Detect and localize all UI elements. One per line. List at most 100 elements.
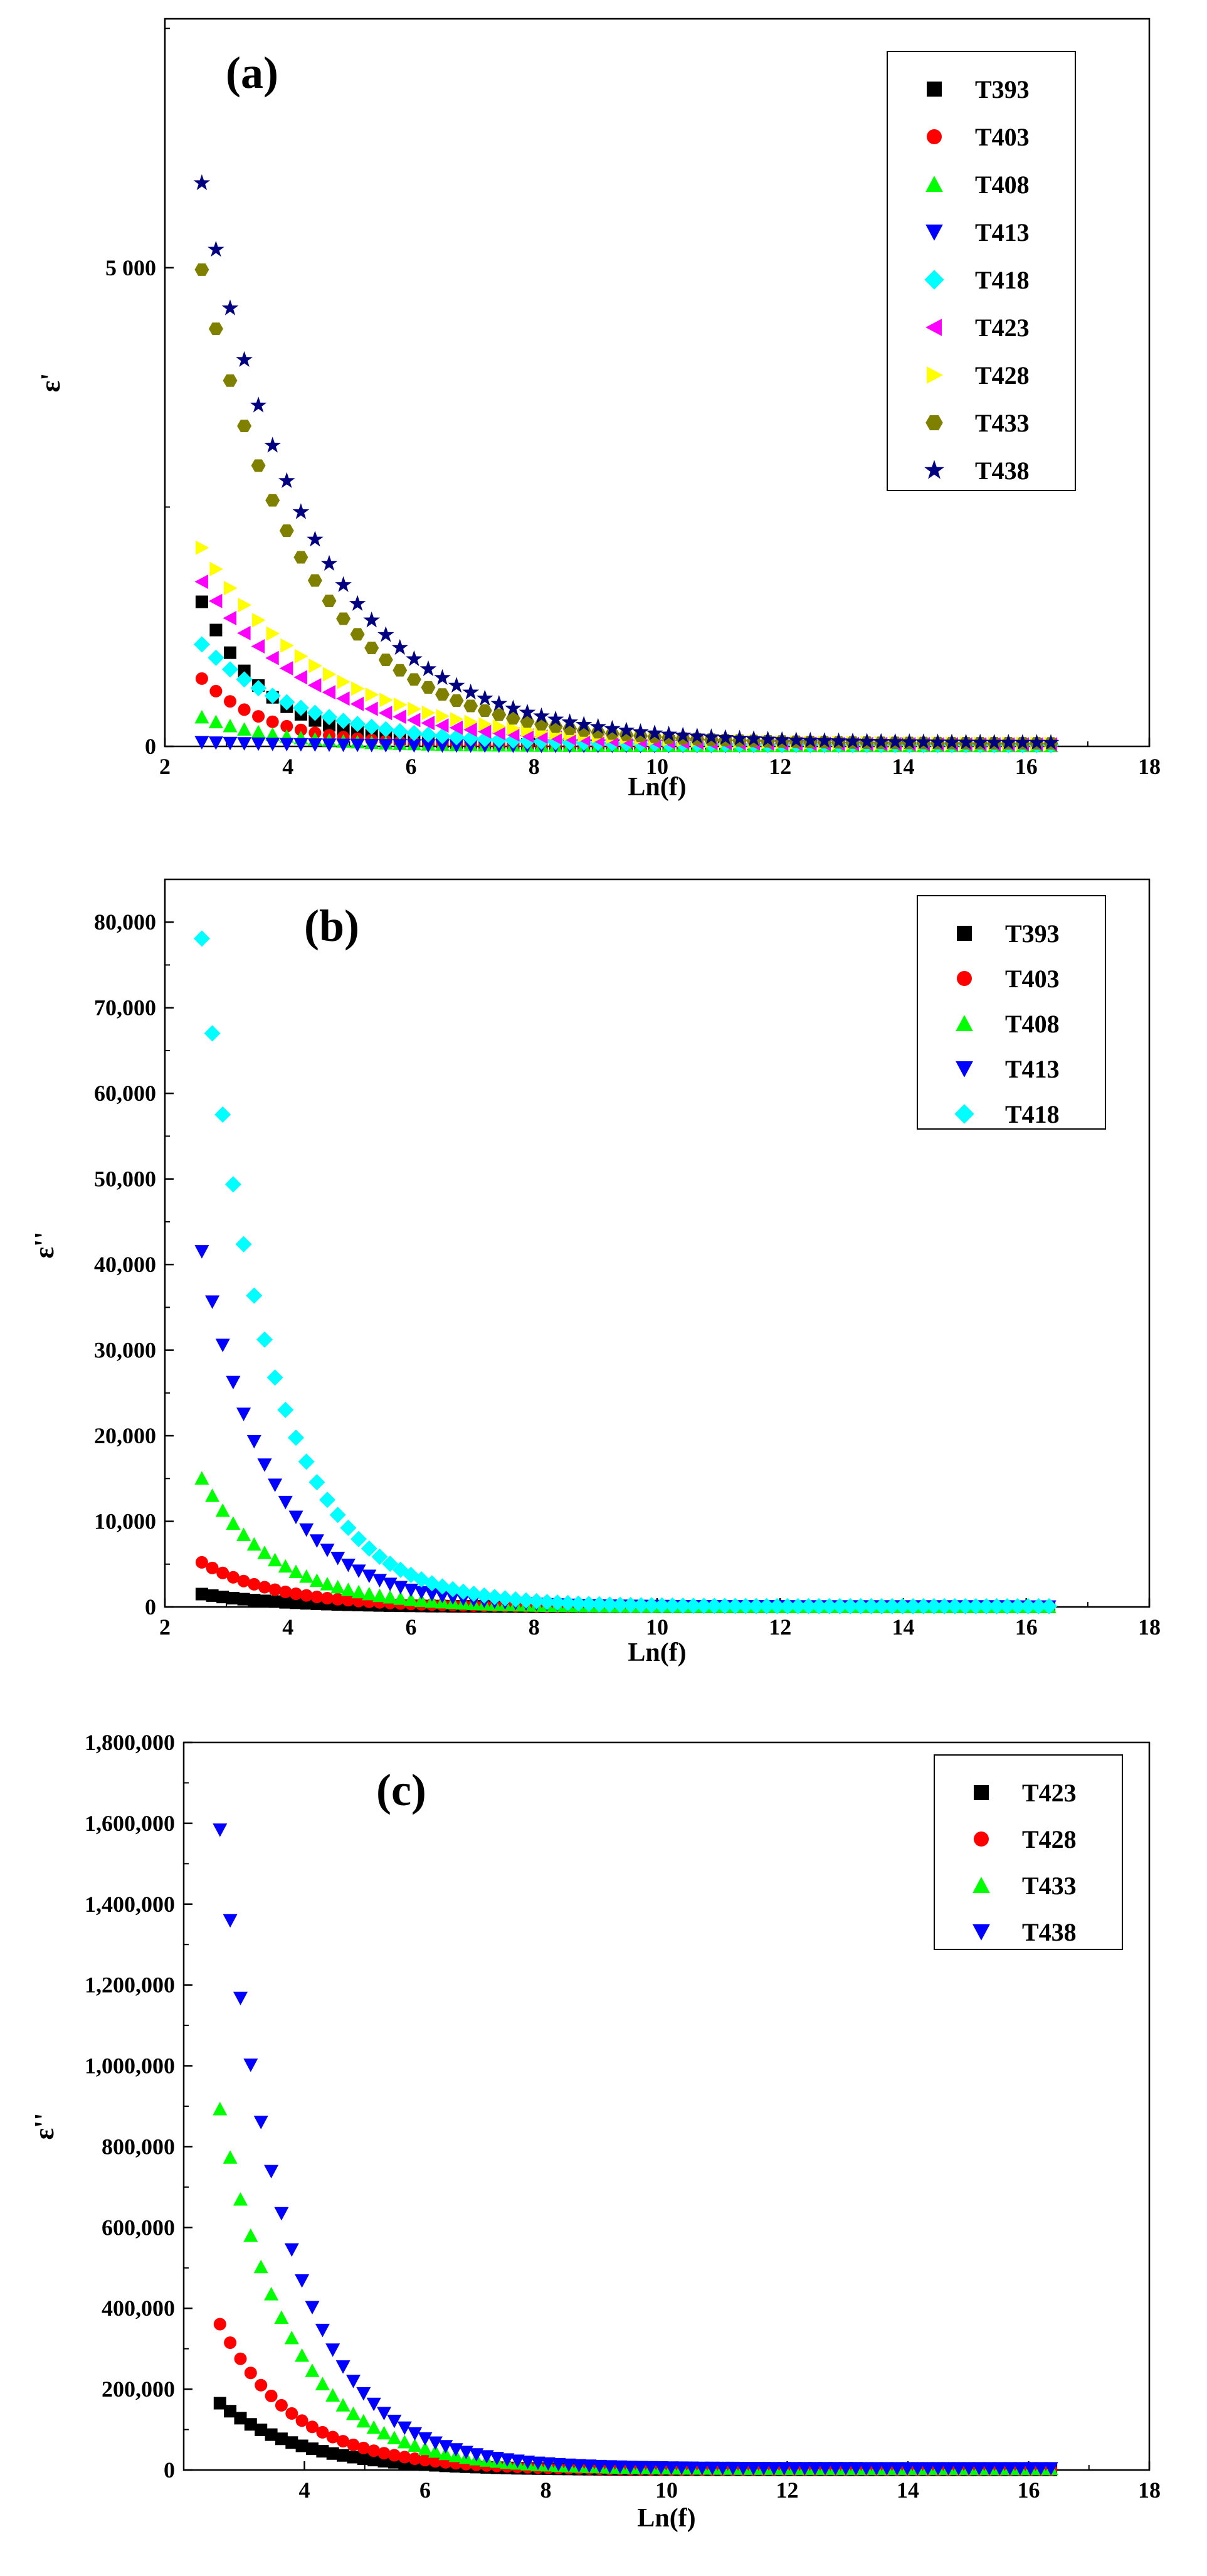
data-point-T438 (278, 472, 295, 489)
data-point-T418 (250, 680, 267, 697)
data-point-T438 (1014, 734, 1031, 750)
data-point-T403 (268, 1583, 282, 1596)
data-point-T413 (372, 1574, 387, 1587)
data-point-T428 (224, 2336, 237, 2349)
data-point-T418 (308, 1474, 325, 1491)
data-point-T393 (323, 719, 335, 732)
data-point-T413 (299, 1523, 314, 1537)
data-point-T418 (539, 1594, 556, 1611)
data-point-T423 (279, 661, 293, 676)
series-T418 (193, 930, 1058, 1614)
data-point-T433 (279, 524, 294, 538)
legend-label: T418 (1005, 1100, 1060, 1128)
data-point-T403 (226, 1571, 240, 1584)
data-point-T423 (326, 2447, 339, 2460)
panel-c-y-ticks: 0 200,000 400,000 600,000 800,000 1,000,000 1,… (85, 1730, 192, 2483)
data-point-T403 (290, 1587, 302, 1600)
data-point-T438 (221, 299, 239, 315)
data-point-T438 (419, 660, 437, 677)
x-tick-label: 6 (406, 1614, 417, 1640)
data-point-T433 (305, 2363, 320, 2377)
data-point-T418 (214, 1106, 231, 1123)
data-point-T418 (497, 1590, 514, 1607)
data-point-T433 (356, 2414, 371, 2428)
data-point-T418 (340, 1519, 357, 1536)
data-point-T423 (505, 727, 520, 742)
data-point-T438 (986, 733, 1003, 750)
data-point-T418 (633, 1597, 650, 1614)
data-point-T418 (852, 1598, 869, 1614)
data-point-T393 (258, 1594, 271, 1608)
data-point-T438 (519, 704, 536, 720)
data-point-T418 (925, 1598, 942, 1614)
data-point-T393 (206, 1589, 219, 1602)
data-point-T438 (828, 2462, 843, 2476)
panel-c-legend: T423 T428 T433 T438 (934, 1754, 1123, 1950)
data-point-T433 (387, 2430, 402, 2444)
data-point-T418 (518, 1592, 534, 1609)
data-point-T413 (251, 737, 266, 751)
data-point-T438 (592, 2459, 607, 2474)
data-point-T438 (540, 2457, 556, 2471)
y-tick-label: 1,800,000 (85, 1730, 175, 1755)
data-point-T438 (284, 2243, 299, 2257)
data-point-T433 (346, 2406, 361, 2420)
panel-b-x-ticks: 2 4 6 8 10 12 14 16 18 (159, 1598, 1161, 1640)
data-point-T438 (434, 669, 451, 686)
data-point-T423 (306, 2442, 319, 2456)
data-point-T413 (351, 1564, 366, 1578)
legend-marker-T428 (927, 366, 943, 384)
data-point-T418 (915, 1598, 932, 1614)
y-tick-label: 0 (145, 734, 156, 759)
data-point-T438 (838, 2462, 853, 2476)
data-point-T408 (226, 1516, 241, 1530)
data-point-T438 (520, 2456, 535, 2469)
data-point-T418 (727, 1598, 744, 1614)
data-point-T393 (209, 623, 223, 637)
panel-c-x-axis-label: Ln(f) (637, 2504, 695, 2533)
data-point-T438 (1003, 2462, 1018, 2476)
data-point-T438 (320, 554, 338, 571)
data-point-T433 (265, 494, 280, 507)
data-point-T408 (288, 1564, 303, 1578)
series-T433 (213, 2102, 1058, 2476)
data-point-T438 (363, 612, 381, 628)
data-point-T418 (737, 1598, 754, 1614)
data-point-T408 (194, 709, 209, 724)
data-point-T423 (265, 650, 279, 665)
data-point-T438 (233, 1991, 248, 2006)
data-point-T408 (251, 724, 266, 739)
legend-label: T393 (1005, 920, 1060, 948)
panel-c-data-points (213, 1823, 1058, 2476)
panel-a-y-axis-label: ε' (35, 373, 66, 392)
data-point-T438 (391, 639, 409, 655)
data-point-T413 (449, 739, 464, 753)
data-point-T438 (1042, 734, 1060, 750)
data-point-T413 (362, 1569, 377, 1583)
x-tick-label: 4 (282, 1614, 293, 1640)
legend-marker-T423 (974, 1785, 989, 1800)
data-point-T423 (285, 2436, 298, 2449)
data-point-T418 (549, 1594, 566, 1611)
data-point-T438 (469, 2448, 484, 2462)
data-point-T428 (266, 626, 280, 641)
data-point-T438 (982, 2462, 997, 2476)
x-tick-label: 2 (159, 1614, 171, 1640)
data-point-T413 (378, 739, 393, 753)
data-point-T413 (406, 739, 421, 753)
data-point-T418 (716, 1598, 733, 1614)
x-tick-label: 16 (1018, 2478, 1040, 2503)
y-tick-label: 1,200,000 (85, 1973, 175, 1998)
data-point-T433 (295, 2348, 310, 2362)
data-point-T413 (414, 1586, 429, 1600)
data-point-T408 (223, 719, 238, 733)
x-tick-label: 18 (1138, 1614, 1161, 1640)
data-point-T438 (844, 733, 862, 749)
data-point-T408 (382, 1590, 398, 1604)
data-point-T418 (999, 1598, 1016, 1614)
data-point-T438 (660, 725, 677, 742)
data-point-T433 (463, 699, 478, 713)
data-point-T433 (293, 551, 308, 564)
panel-a-legend-box (887, 51, 1076, 491)
panel-a-x-axis-label: Ln(f) (628, 773, 686, 802)
